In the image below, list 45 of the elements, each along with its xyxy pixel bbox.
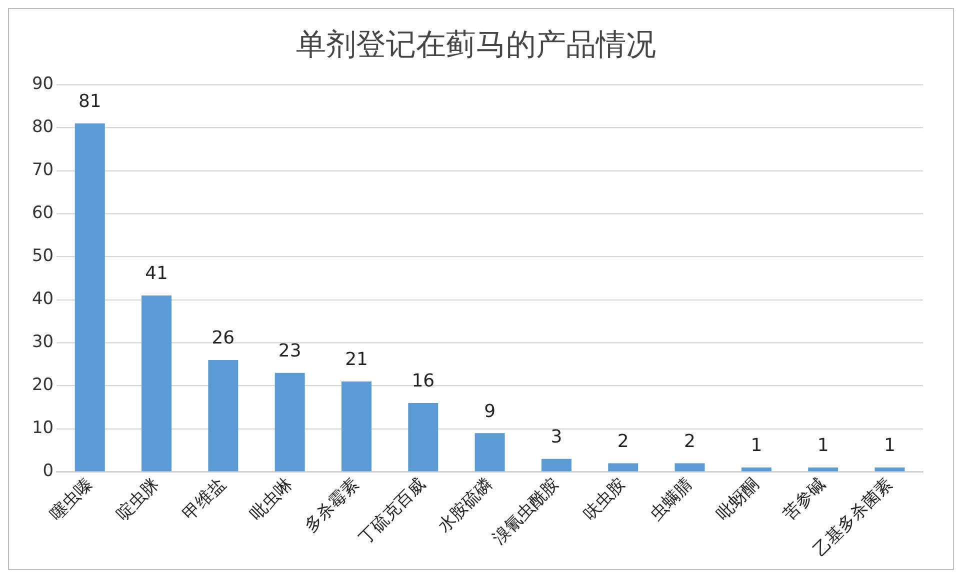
x-tick-label: 吡虫啉 xyxy=(246,474,296,524)
bar xyxy=(408,402,438,472)
x-tick-label: 虫螨腈 xyxy=(645,474,696,524)
data-label: 1 xyxy=(750,435,762,456)
y-tick-label: 70 xyxy=(32,159,54,180)
bar xyxy=(208,360,238,472)
data-label: 9 xyxy=(484,400,496,422)
data-label: 3 xyxy=(550,426,562,448)
y-tick-label: 40 xyxy=(32,288,54,308)
bar xyxy=(874,467,905,472)
bar xyxy=(808,467,838,472)
x-tick-label: 啶虫脒 xyxy=(112,474,162,524)
y-tick-label: 60 xyxy=(32,202,54,222)
bar xyxy=(142,295,172,472)
data-label: 41 xyxy=(145,263,168,284)
y-tick-label: 30 xyxy=(32,331,54,352)
x-tick-label: 水胺硫磷 xyxy=(433,474,496,536)
data-label: 16 xyxy=(412,370,435,392)
y-tick-label: 90 xyxy=(32,73,54,94)
bar xyxy=(74,123,105,472)
x-tick-label: 呋虫胺 xyxy=(578,474,630,524)
y-tick-label: 0 xyxy=(42,460,54,480)
bar xyxy=(608,463,638,472)
y-tick-label: 20 xyxy=(32,374,54,394)
y-tick-label: 80 xyxy=(32,116,54,136)
bar xyxy=(274,372,305,472)
bar xyxy=(674,463,705,472)
x-tick-label: 苦参碱 xyxy=(778,474,830,524)
bar xyxy=(741,467,772,472)
data-label: 1 xyxy=(884,435,896,456)
x-tick-label: 甲维盐 xyxy=(178,474,230,524)
bar xyxy=(341,381,372,472)
data-label: 81 xyxy=(78,91,102,112)
data-label: 1 xyxy=(817,435,829,456)
data-label: 21 xyxy=(345,349,368,370)
data-label: 26 xyxy=(212,328,235,349)
data-label: 2 xyxy=(684,430,696,452)
data-label: 2 xyxy=(617,430,629,452)
bar xyxy=(474,433,505,472)
bar xyxy=(541,458,572,472)
x-tick-label: 吡蚜酮 xyxy=(712,474,762,524)
y-tick-label: 10 xyxy=(32,417,54,438)
data-label: 23 xyxy=(278,340,302,362)
chart-title: 单剂登记在蓟马的产品情况 xyxy=(296,28,656,63)
y-tick-label: 50 xyxy=(32,245,54,266)
